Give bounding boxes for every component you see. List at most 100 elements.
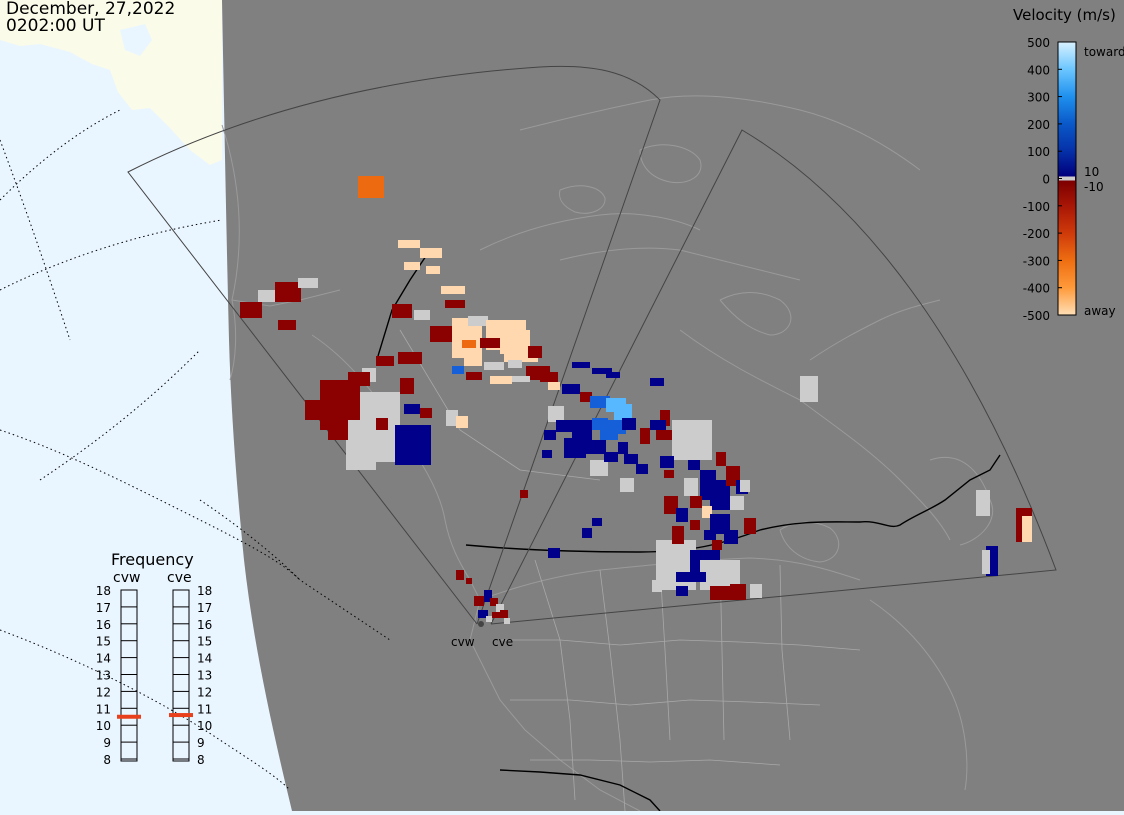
colorbar-tick-label: -100 <box>1023 200 1050 214</box>
scatter-cell <box>420 248 442 258</box>
scatter-cell <box>672 420 712 460</box>
frequency-scales: 18 17 16 15 14 13 12 11 10 9 8 18 17 16 15 14 13 12 11 10 9 8 <box>96 584 213 767</box>
scatter-cell <box>664 496 678 514</box>
scatter-cell <box>982 550 990 574</box>
frequency-scale-label: 13 <box>197 669 212 683</box>
frequency-scale-label: 15 <box>96 635 111 649</box>
frequency-radar-cvw: cvw <box>113 570 140 586</box>
scatter-cell <box>690 520 700 530</box>
scatter-cell <box>275 282 301 302</box>
frequency-scale-label: 10 <box>197 719 212 733</box>
colorbar-tick-label: -400 <box>1023 282 1050 296</box>
scatter-cell <box>676 572 706 582</box>
frequency-scale-label: 9 <box>103 736 111 750</box>
scatter-cell <box>346 420 376 470</box>
scatter-cell <box>548 406 564 422</box>
frequency-scale-label: 14 <box>197 652 212 666</box>
timestamp-header: December, 27,2022 0202:00 UT <box>6 1 175 35</box>
scatter-cell <box>606 372 620 378</box>
frequency-scale-label: 8 <box>103 753 111 767</box>
frequency-panel: Frequency cvw cve 1817161514131211109818… <box>96 550 213 767</box>
scatter-cell <box>676 586 688 596</box>
scatter-cell <box>730 496 744 510</box>
scatter-cell <box>744 518 756 534</box>
radar-label-cve: cve <box>492 635 513 649</box>
scatter-cell <box>710 480 730 510</box>
scatter-cell <box>414 310 430 320</box>
scatter-cell <box>400 378 414 394</box>
colorbar-tick-label: 100 <box>1027 145 1050 159</box>
scatter-cell <box>656 430 672 440</box>
frequency-scale-label: 12 <box>197 685 212 699</box>
scatter-cell <box>730 584 746 600</box>
scatter-cell <box>258 290 278 302</box>
scatter-cell <box>590 460 608 476</box>
scatter-cell <box>740 480 750 492</box>
scatter-cell <box>672 526 684 544</box>
scatter-cell <box>618 442 628 454</box>
scatter-cell <box>278 320 296 330</box>
scatter-cell <box>404 404 420 414</box>
colorbar-tick-label: 400 <box>1027 63 1050 77</box>
scatter-cell <box>474 596 484 606</box>
scatter-cell <box>508 360 522 368</box>
scatter-cell <box>430 326 452 342</box>
scatter-cell <box>640 428 650 444</box>
scatter-cell <box>480 338 504 348</box>
scatter-cell <box>540 372 558 382</box>
scatter-cell <box>446 410 458 426</box>
radar-label-cvw: cvw <box>451 635 475 649</box>
sunlit-land <box>0 0 222 165</box>
scatter-cell <box>490 598 498 606</box>
scatter-cell <box>328 420 348 440</box>
scatter-cell <box>490 376 512 384</box>
scatter-cell <box>580 392 592 402</box>
header-time: 0202:00 UT <box>6 16 105 36</box>
colorbar-tick-label: -200 <box>1023 227 1050 241</box>
frequency-scale-label: 17 <box>197 601 212 615</box>
colorbar-tick-labels: 500 400 300 200 100 0 -100 -200 -300 -400 -500 <box>1023 36 1062 323</box>
scatter-cell <box>592 518 602 526</box>
colorbar-tick-label: 200 <box>1027 118 1050 132</box>
frequency-scale-label: 13 <box>96 669 111 683</box>
scatter-cell <box>466 372 482 380</box>
scatter-cell <box>441 286 465 294</box>
scatter-cell <box>298 278 318 288</box>
scatter-cell <box>562 384 580 394</box>
scatter-cell <box>548 382 560 390</box>
radar-site-cvw <box>478 621 484 627</box>
scatter-cell <box>445 300 465 308</box>
scatter-cell <box>676 508 688 522</box>
scatter-cell <box>582 528 592 538</box>
scatter-cell <box>622 418 636 430</box>
scatter-cell <box>456 570 464 580</box>
scatter-cell <box>464 356 482 366</box>
scatter-cell <box>712 540 722 550</box>
velocity-colorbar[interactable]: Velocity (m/s) 500 400 300 200 100 0 -100 -200 -… <box>1013 6 1124 323</box>
scatter-cell <box>684 478 698 496</box>
colorbar-toward-label: toward <box>1084 45 1124 59</box>
frequency-marker-cvw <box>117 714 141 719</box>
colorbar-away-label: away <box>1084 304 1116 318</box>
colorbar-zero-neg-label: -10 <box>1084 180 1104 194</box>
frequency-scale-label: 15 <box>197 635 212 649</box>
scatter-cell <box>572 362 590 368</box>
scatter-cell <box>652 580 662 592</box>
scatter-cell <box>528 346 542 358</box>
fov-cvw <box>127 65 661 625</box>
scatter-cell <box>520 490 528 498</box>
colorbar-tick-label: -300 <box>1023 254 1050 268</box>
scatter-cell <box>590 396 610 408</box>
frequency-scale-label: 16 <box>96 618 111 632</box>
scatter-cell <box>636 464 648 474</box>
scatter-cell <box>624 454 638 464</box>
colorbar-tick-label: 0 <box>1042 173 1050 187</box>
scatter-cell <box>398 352 422 364</box>
radar-fov <box>127 65 1057 625</box>
scatter-cell <box>548 548 560 558</box>
scatter-cell <box>426 266 440 274</box>
colorbar-title: Velocity (m/s) <box>1013 6 1116 24</box>
frequency-title: Frequency <box>111 550 194 569</box>
scatter-cell <box>604 452 618 462</box>
